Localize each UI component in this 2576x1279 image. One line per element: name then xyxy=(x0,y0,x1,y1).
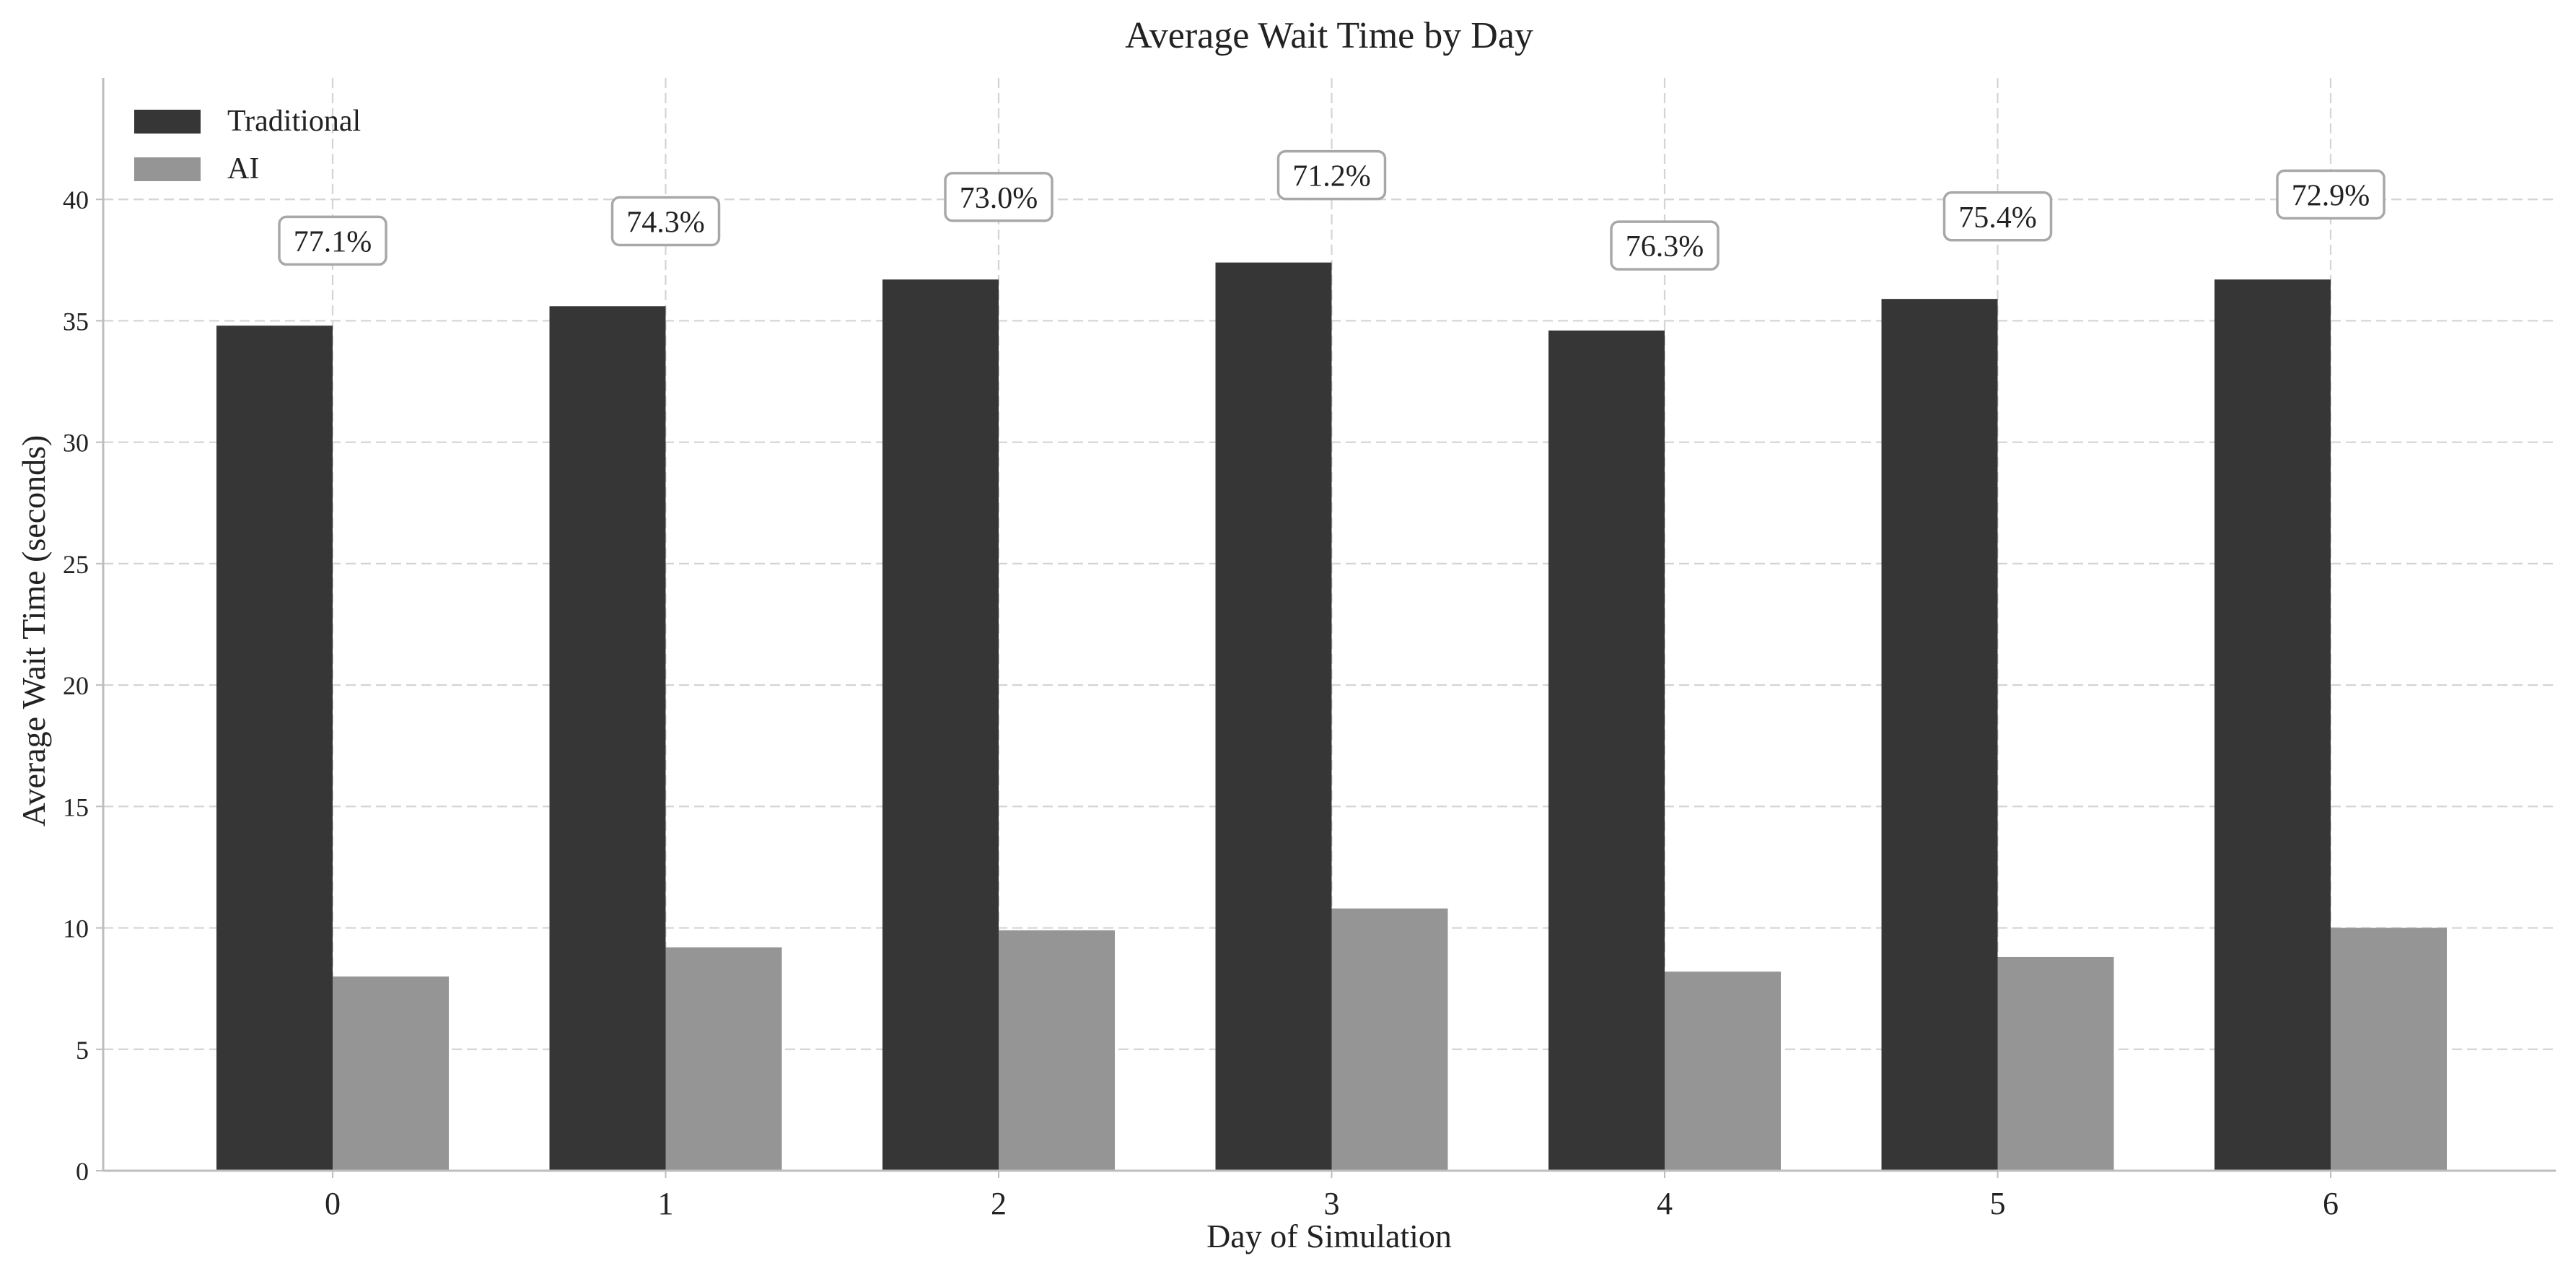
legend-swatch-ai xyxy=(134,157,201,181)
x-tick-label: 1 xyxy=(658,1186,674,1221)
x-tick-label: 5 xyxy=(1990,1186,2006,1221)
x-tick-label: 4 xyxy=(1657,1186,1673,1221)
annotation-label: 72.9% xyxy=(2292,179,2370,212)
y-axis-label: Average Wait Time (seconds) xyxy=(15,435,52,827)
chart-title: Average Wait Time by Day xyxy=(1125,15,1533,56)
y-tick-label: 30 xyxy=(63,429,89,458)
bar-traditional xyxy=(549,306,666,1171)
bar-ai xyxy=(333,976,449,1171)
annotation-box xyxy=(2276,169,2386,220)
annotation-label: 71.2% xyxy=(1292,160,1371,193)
annotation-box xyxy=(278,215,387,266)
annotation-box xyxy=(1276,149,1387,201)
bar-traditional xyxy=(216,326,333,1171)
y-axis-ticks: 0 5 10 15 20 25 30 35 40 xyxy=(63,185,103,1186)
x-tick-label: 6 xyxy=(2323,1186,2339,1221)
annotation-box xyxy=(610,196,721,247)
bar-ai xyxy=(1665,972,1781,1171)
x-tick-label: 0 xyxy=(325,1186,341,1221)
legend-label-traditional: Traditional xyxy=(227,105,361,138)
legend: Traditional AI xyxy=(134,105,361,185)
x-axis-label: Day of Simulation xyxy=(1206,1218,1452,1254)
percentage-annotations: 77.1% 74.3% 73.0% 71.2% 76.3% 75.4% 72.9% xyxy=(278,149,2386,271)
x-tick-label: 3 xyxy=(1324,1186,1340,1221)
y-tick-label: 0 xyxy=(76,1157,89,1186)
annotation-label: 77.1% xyxy=(294,225,372,258)
bar-ai xyxy=(665,947,782,1171)
y-tick-label: 5 xyxy=(76,1036,89,1065)
x-tick-label: 2 xyxy=(991,1186,1007,1221)
annotation-box xyxy=(1942,191,2053,242)
legend-swatch-traditional xyxy=(134,110,201,134)
bar-ai xyxy=(1331,908,1448,1171)
annotation-label: 75.4% xyxy=(1958,201,2037,235)
bar-traditional xyxy=(882,279,999,1171)
bar-traditional xyxy=(1881,299,1998,1171)
bar-traditional xyxy=(1215,262,1332,1171)
x-axis-ticks: 0 1 2 3 4 5 6 xyxy=(325,1171,2339,1221)
bar-ai xyxy=(999,930,1115,1171)
bar-traditional xyxy=(1548,330,1665,1171)
bars xyxy=(216,262,2447,1171)
bar-ai xyxy=(1997,956,2114,1171)
annotation-box xyxy=(944,172,1053,222)
bar-traditional xyxy=(2214,279,2331,1171)
y-tick-label: 20 xyxy=(63,671,89,700)
annotation-label: 73.0% xyxy=(960,182,1038,215)
legend-label-ai: AI xyxy=(227,152,259,185)
y-tick-label: 35 xyxy=(63,307,89,336)
y-tick-label: 10 xyxy=(63,914,89,943)
annotation-label: 74.3% xyxy=(626,206,705,240)
bar-ai xyxy=(2331,927,2447,1171)
annotation-label: 76.3% xyxy=(1626,230,1704,263)
y-tick-label: 15 xyxy=(63,793,89,821)
annotation-box xyxy=(1610,220,1719,271)
axes xyxy=(102,78,2556,1172)
y-tick-label: 25 xyxy=(63,550,89,579)
y-tick-label: 40 xyxy=(63,185,89,214)
